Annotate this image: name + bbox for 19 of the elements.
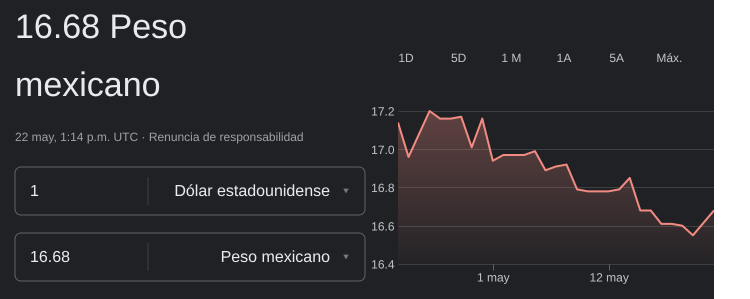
x-tick-label: 12 may bbox=[589, 270, 629, 284]
text: 1A bbox=[556, 51, 572, 65]
text: Peso mexicano bbox=[220, 249, 330, 266]
text: 5A bbox=[609, 51, 624, 65]
text: 5D bbox=[450, 51, 467, 65]
text: 22 may, 1:14 p.m. UTC · Renuncia de responsabilidad bbox=[15, 130, 304, 144]
x-tick-label: 1 may bbox=[476, 270, 510, 284]
text: 16.68 Peso mexicano bbox=[15, 8, 188, 104]
text: 16.68 bbox=[30, 249, 70, 266]
text: Máx. bbox=[656, 51, 682, 65]
y-tick-label: 16.8 bbox=[371, 181, 395, 195]
text: 1D bbox=[398, 51, 414, 65]
text: 1 bbox=[30, 183, 39, 200]
y-tick-label: 17.0 bbox=[371, 142, 395, 157]
y-tick-label: 16.6 bbox=[371, 219, 395, 234]
text: Dólar estadounidense bbox=[174, 183, 330, 200]
y-tick-label: 16.4 bbox=[371, 258, 395, 272]
text: 1 M bbox=[501, 51, 522, 65]
y-tick-label: 17.2 bbox=[371, 104, 395, 118]
